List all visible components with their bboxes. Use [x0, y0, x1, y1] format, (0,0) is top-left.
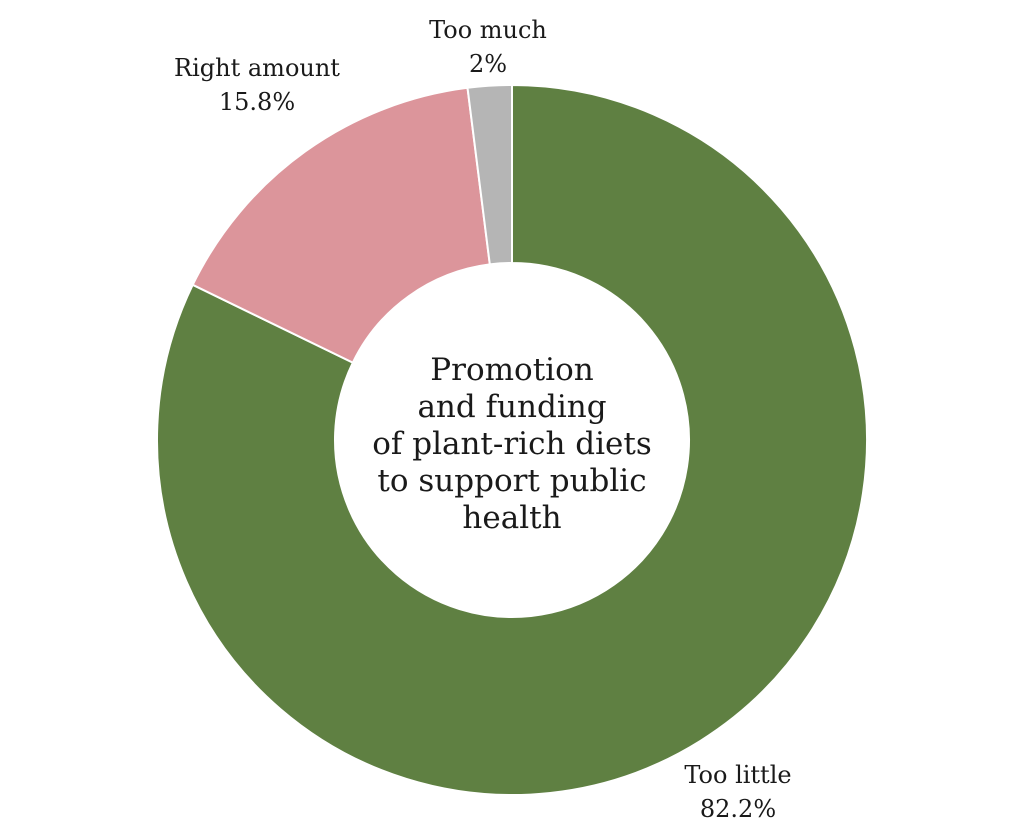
- center-label-line: of plant-rich diets: [372, 426, 652, 462]
- slice-labels: Too little 82.2% Right amount 15.8% Too much…: [174, 16, 792, 823]
- center-label-line: Promotion: [430, 352, 593, 388]
- slice-label-name: Too little: [684, 761, 791, 789]
- slice-right-amount: [191, 86, 491, 364]
- slice-label-name: Too much: [429, 16, 547, 44]
- donut-slices: [156, 83, 868, 796]
- slice-too-little: [156, 83, 868, 796]
- slice-label-value: 82.2%: [700, 795, 776, 823]
- slice-label-value: 2%: [469, 50, 507, 78]
- slice-label-name: Right amount: [174, 54, 340, 82]
- slice-too-much: [466, 83, 513, 266]
- center-label-line: to support public: [377, 463, 646, 499]
- center-label-line: and funding: [417, 389, 606, 425]
- slice-label-value: 15.8%: [219, 88, 295, 116]
- center-label-line: health: [462, 500, 561, 536]
